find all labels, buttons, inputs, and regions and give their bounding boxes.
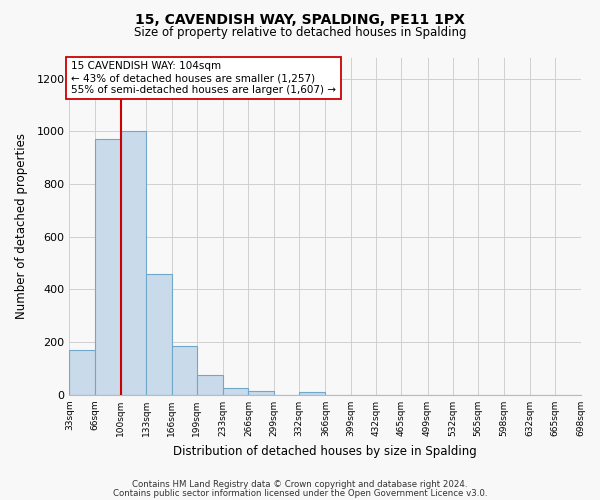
Bar <box>121 132 146 395</box>
Text: Size of property relative to detached houses in Spalding: Size of property relative to detached ho… <box>134 26 466 39</box>
Bar <box>197 375 223 395</box>
Bar <box>172 346 197 395</box>
Bar <box>95 139 121 395</box>
Bar <box>146 274 172 395</box>
X-axis label: Distribution of detached houses by size in Spalding: Distribution of detached houses by size … <box>173 444 477 458</box>
Bar <box>248 391 274 395</box>
Bar <box>70 350 95 395</box>
Bar <box>299 392 325 395</box>
Bar <box>223 388 248 395</box>
Text: Contains public sector information licensed under the Open Government Licence v3: Contains public sector information licen… <box>113 489 487 498</box>
Y-axis label: Number of detached properties: Number of detached properties <box>15 133 28 319</box>
Text: Contains HM Land Registry data © Crown copyright and database right 2024.: Contains HM Land Registry data © Crown c… <box>132 480 468 489</box>
Text: 15, CAVENDISH WAY, SPALDING, PE11 1PX: 15, CAVENDISH WAY, SPALDING, PE11 1PX <box>135 12 465 26</box>
Text: 15 CAVENDISH WAY: 104sqm
← 43% of detached houses are smaller (1,257)
55% of sem: 15 CAVENDISH WAY: 104sqm ← 43% of detach… <box>71 62 336 94</box>
